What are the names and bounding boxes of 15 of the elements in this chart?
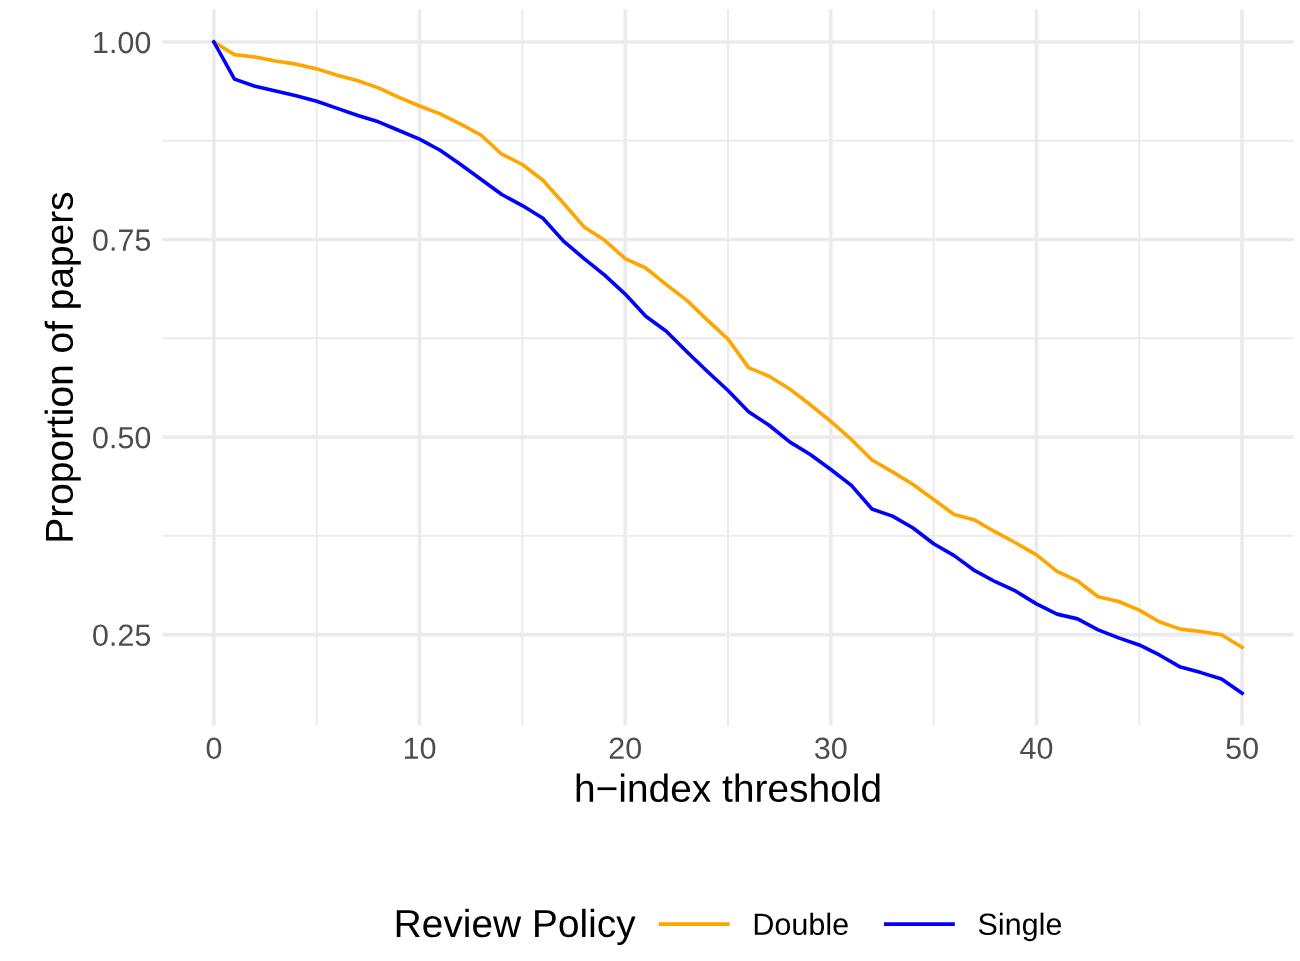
- y-tick-label: 0.50: [93, 426, 151, 449]
- x-tick-label: 10: [404, 737, 436, 760]
- x-tick-label: 30: [814, 737, 847, 760]
- legend-label: Double: [754, 912, 848, 936]
- legend-label: Single: [978, 912, 1062, 942]
- x-tick-label: 50: [1226, 737, 1258, 760]
- legend-title: Review Policy: [396, 908, 636, 946]
- x-tick-label: 0: [206, 737, 222, 760]
- y-axis-title: Proportion of papers: [44, 192, 81, 541]
- y-tick-label: 0.75: [93, 229, 151, 251]
- x-tick-label: 40: [1020, 737, 1053, 760]
- y-tick-label: 0.25: [93, 624, 151, 647]
- x-axis-title: h−index threshold: [576, 773, 880, 803]
- x-tick-label: 20: [609, 737, 641, 760]
- y-tick-label: 1.00: [94, 31, 151, 54]
